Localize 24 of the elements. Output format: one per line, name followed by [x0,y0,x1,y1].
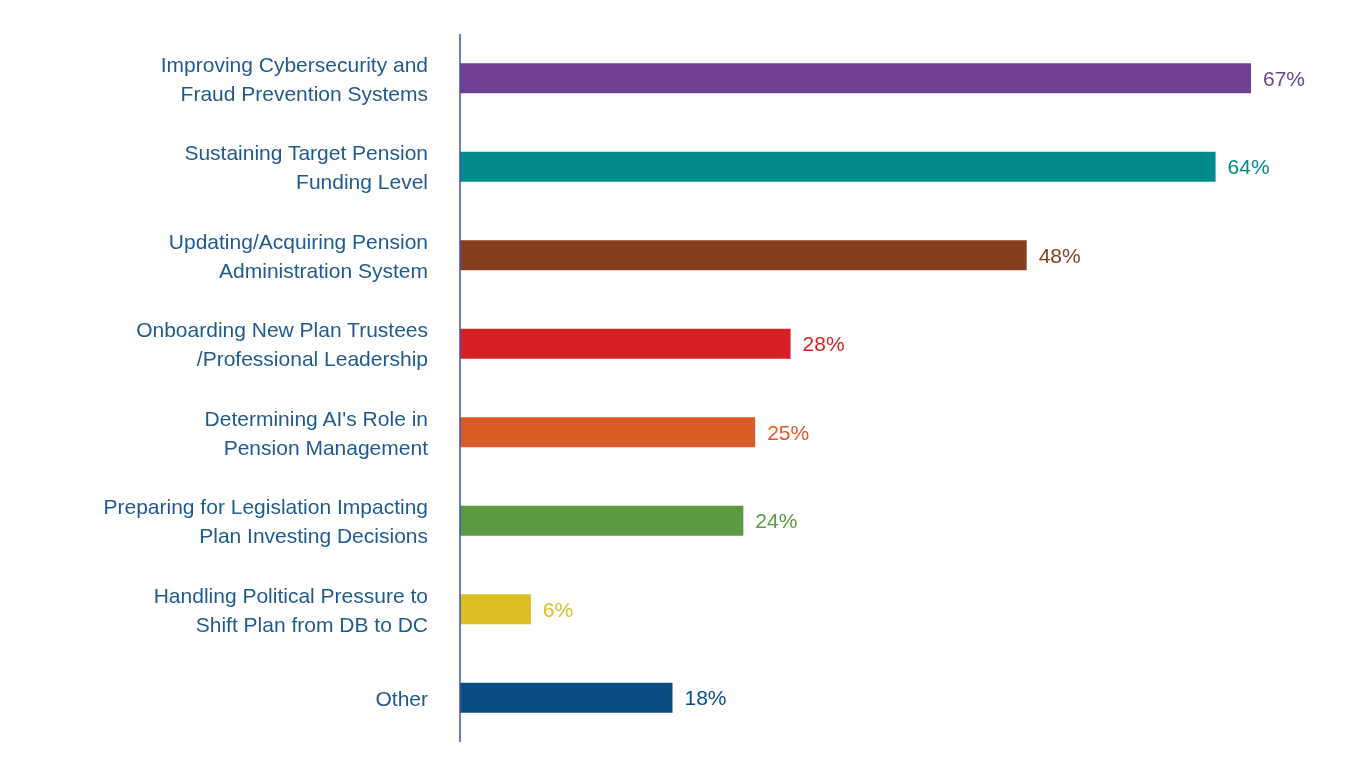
data-label: 6% [542,597,574,621]
y-tick-label: Onboarding New Plan Trustees /Professional Leadership [136,317,428,370]
y-tick-label: Sustaining Target Pension Funding Level [184,140,428,193]
data-label: 48% [1038,243,1081,267]
data-label: 18% [684,686,727,710]
bar [460,594,531,625]
y-tick-label: Determining AI's Role in Pension Management [204,406,429,459]
y-tick-label: Other [375,686,428,710]
bar [460,63,1251,94]
data-label: 64% [1227,155,1270,179]
y-tick-label: Preparing for Legislation Impacting Plan Investing Decisions [103,494,428,547]
data-label: 24% [755,509,798,533]
bar [460,682,673,713]
bar [460,151,1216,182]
data-label: 28% [802,332,845,356]
y-tick-label: Updating/Acquiring Pension Administration System [168,229,428,282]
y-tick-label: Improving Cybersecurity and Fraud Prevention Systems [160,52,428,105]
y-tick-label: Handling Political Pressure to Shift Plan from DB to DC [153,583,428,636]
data-label: 25% [767,420,810,444]
data-label: 67% [1263,66,1306,90]
bar [460,505,744,536]
bar [460,240,1027,271]
bar [460,417,756,448]
bar [460,328,791,359]
